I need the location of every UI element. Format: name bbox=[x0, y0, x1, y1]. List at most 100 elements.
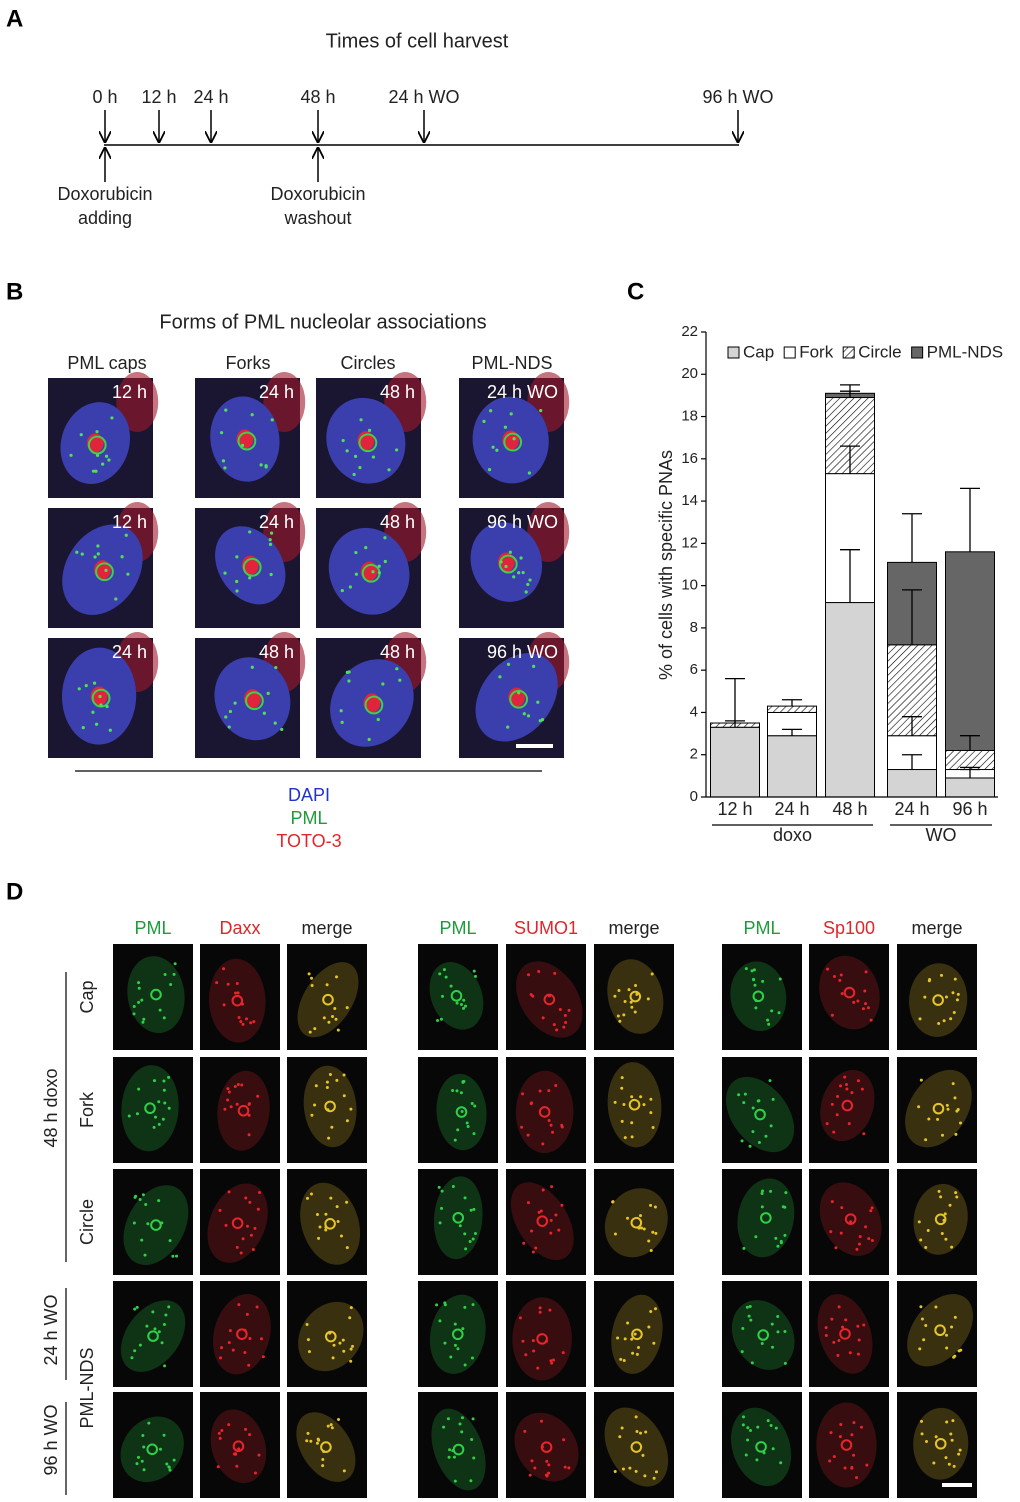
pml-body bbox=[532, 664, 536, 668]
nuclear-body bbox=[536, 1366, 540, 1370]
legend-label: Circle bbox=[858, 342, 901, 361]
x-tick-label: 24 h bbox=[894, 799, 929, 819]
nuclear-body bbox=[220, 1429, 224, 1433]
micrograph bbox=[418, 944, 498, 1050]
nuclear-body bbox=[160, 1341, 164, 1345]
nuclear-body bbox=[315, 1212, 319, 1216]
nuclear-body bbox=[236, 1083, 240, 1087]
nuclear-body bbox=[309, 1192, 313, 1196]
nuclear-body bbox=[331, 1356, 335, 1360]
nuclear-body bbox=[132, 1012, 136, 1016]
nuclear-body bbox=[613, 1470, 617, 1474]
nuclear-body bbox=[836, 1095, 840, 1099]
nuclear-body bbox=[839, 1328, 851, 1340]
nuclear-body bbox=[169, 983, 173, 987]
nuclear-body bbox=[637, 1226, 641, 1230]
time-label: 24 h bbox=[112, 642, 147, 662]
pml-body bbox=[340, 720, 344, 724]
nuclear-body bbox=[924, 1440, 928, 1444]
nuclear-body bbox=[549, 1231, 553, 1235]
pml-body bbox=[92, 681, 97, 685]
nuclear-body bbox=[458, 1422, 462, 1426]
nuclear-body bbox=[642, 1103, 646, 1107]
time-label: 96 h WO bbox=[487, 642, 558, 662]
nuclear-body bbox=[744, 1453, 748, 1457]
nuclear-body bbox=[783, 1205, 787, 1209]
nuclear-body bbox=[228, 1329, 232, 1333]
nuclear-body bbox=[244, 1427, 248, 1431]
nuclear-body bbox=[222, 967, 226, 971]
nuclear-body bbox=[939, 1195, 943, 1199]
nuclear-body bbox=[920, 1317, 924, 1321]
pml-body bbox=[504, 564, 508, 569]
nuclear-body bbox=[440, 994, 444, 998]
nuclear-body bbox=[455, 1001, 459, 1005]
pml-body bbox=[262, 711, 266, 715]
nuclear-body bbox=[440, 1206, 444, 1210]
nuclear-body bbox=[634, 1415, 638, 1419]
nuclear-body bbox=[518, 1316, 522, 1320]
nuclear-body bbox=[460, 1416, 464, 1420]
micrograph bbox=[594, 1169, 674, 1275]
nuclear-body bbox=[438, 972, 442, 976]
nuclear-body bbox=[137, 1087, 141, 1091]
pml-ring bbox=[503, 432, 523, 452]
nuclear-body bbox=[749, 1429, 753, 1433]
nuclear-body bbox=[531, 1339, 535, 1343]
nuclear-body bbox=[160, 1221, 164, 1225]
nuclear-body bbox=[945, 1333, 949, 1337]
nuclear-body bbox=[754, 1108, 766, 1121]
nuclear-body bbox=[845, 1082, 849, 1086]
nuclear-body bbox=[751, 1130, 755, 1134]
nuclear-body bbox=[839, 973, 843, 977]
nucleus bbox=[820, 1069, 875, 1142]
nuclear-body bbox=[471, 1237, 475, 1241]
nuclear-body bbox=[754, 1006, 758, 1010]
nuclear-body bbox=[919, 1238, 923, 1242]
nucleus bbox=[515, 1070, 574, 1154]
nuclear-body bbox=[942, 1019, 946, 1023]
pml-body bbox=[498, 675, 502, 679]
nuclear-body bbox=[862, 1323, 866, 1327]
nuclear-body bbox=[164, 1313, 168, 1317]
nuclear-body bbox=[235, 1245, 239, 1249]
error-bar bbox=[725, 677, 745, 724]
nuclear-body bbox=[620, 1119, 624, 1123]
pml-body bbox=[395, 667, 399, 671]
y-tick-label: 10 bbox=[681, 577, 698, 594]
nuclear-body bbox=[744, 967, 748, 971]
nucleus bbox=[819, 1182, 882, 1256]
nuclear-body bbox=[442, 1425, 446, 1429]
nuclear-body bbox=[342, 1094, 346, 1098]
nuclear-body bbox=[777, 1011, 781, 1015]
nuclear-body bbox=[157, 1330, 161, 1334]
nuclear-body bbox=[750, 969, 754, 973]
nuclear-body bbox=[948, 1203, 952, 1207]
pml-body bbox=[84, 684, 88, 688]
nuclear-body bbox=[550, 1185, 554, 1189]
nuclear-body bbox=[845, 1087, 849, 1091]
nuclear-body bbox=[749, 1318, 753, 1322]
nucleus bbox=[121, 1065, 179, 1152]
nuclear-body bbox=[248, 1200, 252, 1204]
nuclear-body bbox=[552, 1023, 556, 1027]
nucleus bbox=[611, 1294, 663, 1374]
nuclear-body bbox=[248, 1433, 252, 1437]
nuclear-body bbox=[757, 1099, 761, 1103]
nuclear-body bbox=[313, 1103, 317, 1107]
nuclear-body bbox=[760, 1205, 764, 1209]
pml-body bbox=[235, 579, 239, 584]
nuclear-body bbox=[233, 991, 237, 995]
nuclear-body bbox=[243, 1351, 247, 1355]
pml-body bbox=[274, 665, 278, 670]
pml-body bbox=[108, 728, 112, 732]
nuclear-body bbox=[309, 1439, 313, 1443]
nuclear-body bbox=[451, 1449, 455, 1453]
nuclear-body bbox=[631, 1328, 643, 1341]
nuclear-body bbox=[742, 1246, 746, 1250]
column-header: Daxx bbox=[219, 918, 260, 938]
nuclear-body bbox=[752, 990, 765, 1003]
nuclear-body bbox=[137, 1455, 141, 1459]
nuclear-body bbox=[830, 1013, 834, 1017]
pml-body bbox=[383, 559, 387, 564]
